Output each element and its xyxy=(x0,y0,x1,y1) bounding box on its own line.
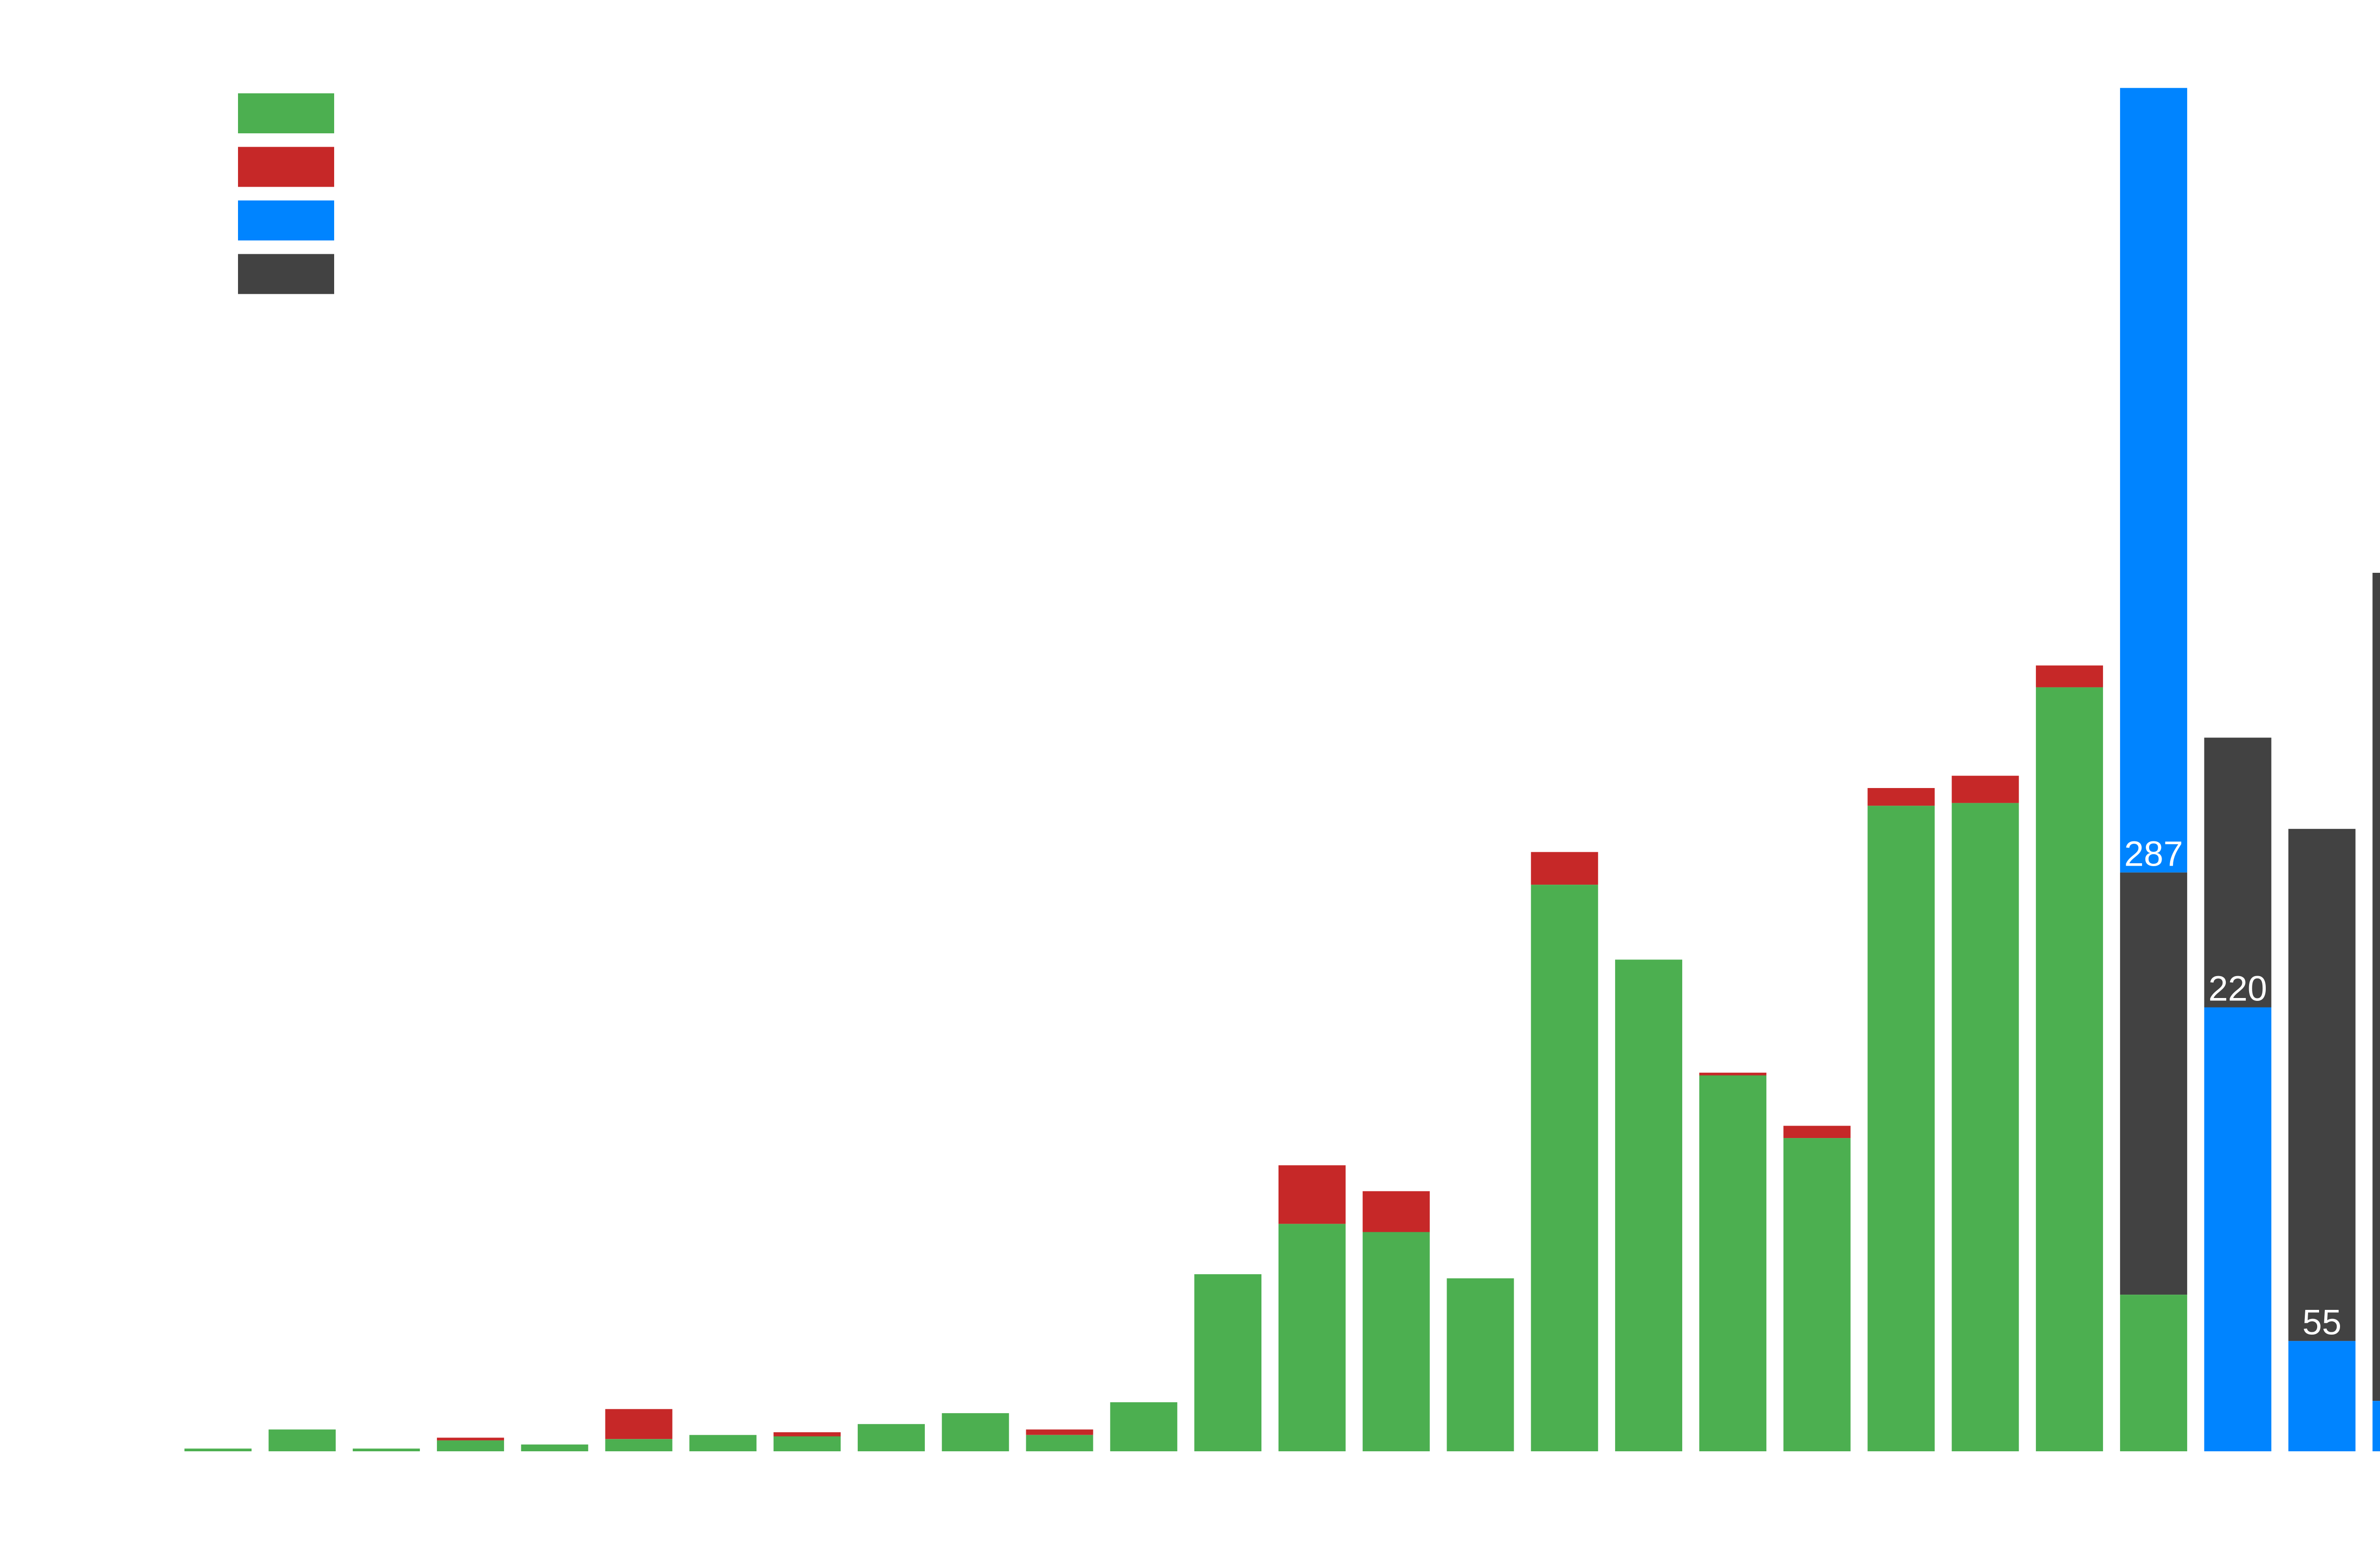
bar-segment-11-2 xyxy=(1026,1429,1093,1435)
legend-swatch-4 xyxy=(238,254,334,294)
bar-segment-8-1 xyxy=(774,1436,841,1451)
bar-segment-21-1 xyxy=(1867,806,1935,1451)
bar-segment-26-5 xyxy=(2288,828,2356,1341)
bar-segment-20-1 xyxy=(1783,1138,1851,1451)
bar-segment-14-1 xyxy=(1278,1224,1346,1451)
bar-segment-13-1 xyxy=(1194,1274,1262,1451)
legend-swatch-2 xyxy=(238,147,334,187)
bar-segment-24-1 xyxy=(2120,1295,2187,1451)
bar-segment-11-1 xyxy=(1026,1435,1093,1451)
bar-segment-6-1 xyxy=(605,1439,673,1451)
bar-segment-15-1 xyxy=(1362,1232,1430,1451)
bar-segment-20-2 xyxy=(1783,1126,1851,1138)
chart-legend xyxy=(238,93,334,294)
bar-segment-16-1 xyxy=(1447,1278,1514,1451)
bar-segment-21-2 xyxy=(1867,788,1935,806)
bar-segment-5-1 xyxy=(521,1444,588,1451)
bar-segment-15-2 xyxy=(1362,1191,1430,1232)
bar-segment-27-5 xyxy=(2372,573,2380,1401)
data-label-3: 55 xyxy=(2302,1302,2341,1342)
bar-segment-25-4 xyxy=(2204,1007,2271,1451)
bar-segment-22-1 xyxy=(1952,803,2019,1451)
bar-segment-1-1 xyxy=(184,1448,252,1451)
bar-segment-24-3 xyxy=(2120,872,2187,1295)
bar-segment-14-2 xyxy=(1278,1165,1346,1224)
bar-segment-10-1 xyxy=(942,1413,1009,1451)
bar-segment-3-1 xyxy=(353,1448,420,1451)
bar-segment-22-2 xyxy=(1952,776,2019,803)
bar-segment-25-5 xyxy=(2204,738,2271,1008)
bar-segment-8-2 xyxy=(774,1432,841,1437)
legend-swatch-1 xyxy=(238,93,334,133)
bar-segment-19-1 xyxy=(1699,1075,1766,1451)
bar-segment-27-4 xyxy=(2372,1401,2380,1451)
bar-segment-12-1 xyxy=(1110,1402,1178,1451)
legend-swatch-3 xyxy=(238,200,334,240)
bar-segment-24-4 xyxy=(2120,88,2187,873)
bar-segment-26-4 xyxy=(2288,1341,2356,1451)
bar-segment-2-1 xyxy=(268,1429,336,1451)
bar-segment-17-1 xyxy=(1531,885,1598,1451)
data-label-2: 220 xyxy=(2208,969,2267,1008)
bar-segment-7-1 xyxy=(689,1435,757,1451)
chart-data-labels: 2872205525 xyxy=(2124,834,2341,1342)
chart-bars xyxy=(184,88,2380,1451)
bar-segment-18-1 xyxy=(1615,959,1683,1451)
bar-segment-23-1 xyxy=(2036,687,2103,1451)
bar-segment-23-2 xyxy=(2036,665,2103,688)
bar-segment-17-2 xyxy=(1531,852,1598,885)
data-label-1: 287 xyxy=(2124,834,2183,873)
bar-segment-9-1 xyxy=(857,1424,925,1451)
bar-segment-19-2 xyxy=(1699,1072,1766,1076)
bar-segment-4-2 xyxy=(436,1437,504,1441)
bar-segment-4-1 xyxy=(436,1440,504,1451)
bar-segment-6-2 xyxy=(605,1409,673,1439)
